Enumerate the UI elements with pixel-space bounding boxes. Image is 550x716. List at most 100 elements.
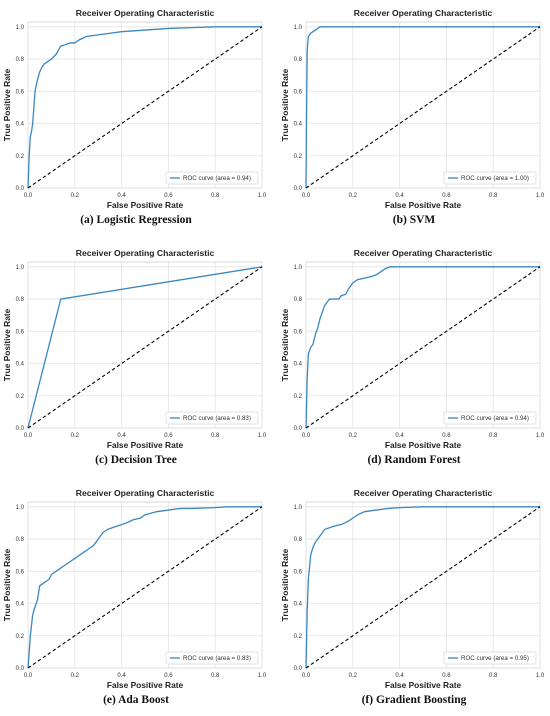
x-tick-label: 0.6 xyxy=(164,193,173,199)
x-tick-label: 1.0 xyxy=(258,193,267,199)
chance-diagonal-line xyxy=(305,266,541,429)
chart-title: Receiver Operating Characteristic xyxy=(354,488,493,498)
caption-text: Gradient Boosting xyxy=(375,694,467,706)
y-tick-label: 0.8 xyxy=(294,57,303,63)
caption-text: SVM xyxy=(409,214,436,226)
caption-label: (e) xyxy=(103,694,116,706)
caption-text: Logistic Regression xyxy=(96,214,192,226)
x-tick-label: 0.2 xyxy=(71,433,80,439)
legend-label: ROC curve (area = 0.83) xyxy=(183,655,251,662)
roc-chart-svg: 0.00.0 0.2 0.2 0.4 0.4 0.6 0.6 0.8 0.8 1.0 1.0 Rece… xyxy=(2,8,267,210)
x-tick-label: 0.6 xyxy=(442,433,451,439)
caption-text: Ada Boost xyxy=(118,694,169,706)
roc-chart-svg: 0.00.0 0.2 0.2 0.4 0.4 0.6 0.6 0.8 0.8 1.0 1.0 Rece… xyxy=(2,248,267,450)
panel-caption: (a) Logistic Regression xyxy=(0,214,272,226)
plot-area xyxy=(27,21,263,189)
chance-diagonal-line xyxy=(27,506,263,669)
x-axis-label: False Positive Rate xyxy=(385,200,462,210)
y-tick-label: 0.4 xyxy=(294,122,303,128)
chart-title: Receiver Operating Characteristic xyxy=(76,488,215,498)
y-tick-label: 0.6 xyxy=(16,569,25,575)
y-tick-label: 0.2 xyxy=(294,634,303,640)
x-tick-label: 0.6 xyxy=(164,673,173,679)
caption-label: (a) xyxy=(80,214,94,226)
y-tick-label: 0.2 xyxy=(294,394,303,400)
y-tick-label: 0.2 xyxy=(294,154,303,160)
legend-label: ROC curve (area = 0.94) xyxy=(461,415,529,422)
roc-chart-svg: 0.00.0 0.2 0.2 0.4 0.4 0.6 0.6 0.8 0.8 1.0 1.0 Rece… xyxy=(280,248,545,450)
x-axis-label: False Positive Rate xyxy=(385,440,462,450)
x-tick-label: 0.0 xyxy=(24,193,33,199)
y-tick-label: 0.0 xyxy=(294,426,303,432)
roc-curve-line xyxy=(305,506,540,669)
y-tick-label: 0.8 xyxy=(294,297,303,303)
x-tick-label: 0.6 xyxy=(442,673,451,679)
chart-title: Receiver Operating Characteristic xyxy=(76,8,215,18)
y-tick-label: 0.4 xyxy=(16,602,25,608)
y-tick-label: 0.6 xyxy=(16,89,25,95)
y-tick-label: 0.4 xyxy=(294,602,303,608)
chart-title: Receiver Operating Characteristic xyxy=(76,248,215,258)
panel-caption: (f) Gradient Boosting xyxy=(278,694,550,706)
y-tick-label: 0.6 xyxy=(294,89,303,95)
x-axis-label: False Positive Rate xyxy=(107,680,184,690)
roc-panel-5: 0.0 0.0 0.2 0.2 0.4 0.4 0.6 0.6 0.8 0.8 1.0 1.0 Rece… xyxy=(278,480,550,716)
y-tick-label: 0.6 xyxy=(16,329,25,335)
roc-curve-line xyxy=(27,26,262,189)
chart-title: Receiver Operating Characteristic xyxy=(354,8,493,18)
y-tick-label: 0.4 xyxy=(16,122,25,128)
legend-label: ROC curve (area = 0.94) xyxy=(183,175,251,182)
panel-caption: (d) Random Forest xyxy=(278,454,550,466)
plot-area xyxy=(27,501,263,669)
y-tick-label: 1.0 xyxy=(16,265,25,271)
y-tick-label: 1.0 xyxy=(294,505,303,511)
legend-box xyxy=(443,651,537,665)
x-tick-label: 0.2 xyxy=(349,673,358,679)
plot-area xyxy=(305,21,541,189)
y-axis-label: True Positive Rate xyxy=(2,308,12,381)
caption-label: (d) xyxy=(367,454,382,466)
y-tick-label: 0.0 xyxy=(294,186,303,192)
x-tick-label: 1.0 xyxy=(258,433,267,439)
x-tick-label: 0.4 xyxy=(117,433,126,439)
chance-diagonal-line xyxy=(305,26,541,189)
roc-panel-3: 0.0 0.0 0.2 0.2 0.4 0.4 0.6 0.6 0.8 0.8 1.0 1.0 Rece… xyxy=(278,240,550,476)
y-tick-label: 0.0 xyxy=(16,186,25,192)
caption-label: (f) xyxy=(361,694,374,706)
legend-box xyxy=(443,411,537,425)
y-tick-label: 0.6 xyxy=(294,569,303,575)
roc-curve-line xyxy=(305,266,540,429)
y-tick-label: 0.2 xyxy=(16,154,25,160)
x-tick-label: 0.8 xyxy=(211,193,220,199)
x-tick-label: 0.0 xyxy=(302,193,311,199)
x-tick-label: 0.8 xyxy=(489,673,498,679)
x-tick-label: 0.4 xyxy=(395,433,404,439)
x-tick-label: 0.2 xyxy=(349,433,358,439)
x-tick-label: 0.0 xyxy=(24,433,33,439)
y-tick-label: 0.4 xyxy=(16,362,25,368)
roc-curve-line xyxy=(27,266,263,429)
x-tick-label: 0.6 xyxy=(442,193,451,199)
plot-area xyxy=(305,501,541,669)
legend-label: ROC curve (area = 0.83) xyxy=(183,415,251,422)
x-tick-label: 0.2 xyxy=(71,193,80,199)
x-tick-label: 0.8 xyxy=(489,193,498,199)
caption-label: (c) xyxy=(95,454,108,466)
plot-area xyxy=(305,261,541,429)
legend-label: ROC curve (area = 0.95) xyxy=(461,655,529,662)
roc-panel-0: 0.0 0.0 0.2 0.2 0.4 0.4 0.6 0.6 0.8 0.8 1.0 1.0 Rece… xyxy=(0,0,272,236)
roc-chart-svg: 0.00.0 0.2 0.2 0.4 0.4 0.6 0.6 0.8 0.8 1.0 1.0 Rece… xyxy=(280,488,545,690)
x-tick-label: 0.2 xyxy=(71,673,80,679)
y-tick-label: 1.0 xyxy=(16,505,25,511)
y-tick-label: 1.0 xyxy=(294,25,303,31)
x-tick-label: 0.8 xyxy=(211,433,220,439)
x-tick-label: 1.0 xyxy=(536,673,545,679)
x-tick-label: 0.0 xyxy=(302,433,311,439)
y-axis-label: True Positive Rate xyxy=(2,548,12,621)
x-tick-label: 0.4 xyxy=(395,193,404,199)
y-tick-label: 1.0 xyxy=(16,25,25,31)
roc-chart-svg: 0.00.0 0.2 0.2 0.4 0.4 0.6 0.6 0.8 0.8 1.0 1.0 Rece… xyxy=(280,8,545,210)
y-tick-label: 0.8 xyxy=(16,537,25,543)
y-tick-label: 0.2 xyxy=(16,394,25,400)
x-tick-label: 0.0 xyxy=(302,673,311,679)
